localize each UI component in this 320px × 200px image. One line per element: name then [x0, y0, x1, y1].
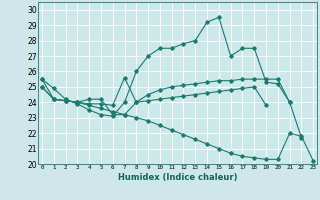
X-axis label: Humidex (Indice chaleur): Humidex (Indice chaleur)	[118, 173, 237, 182]
